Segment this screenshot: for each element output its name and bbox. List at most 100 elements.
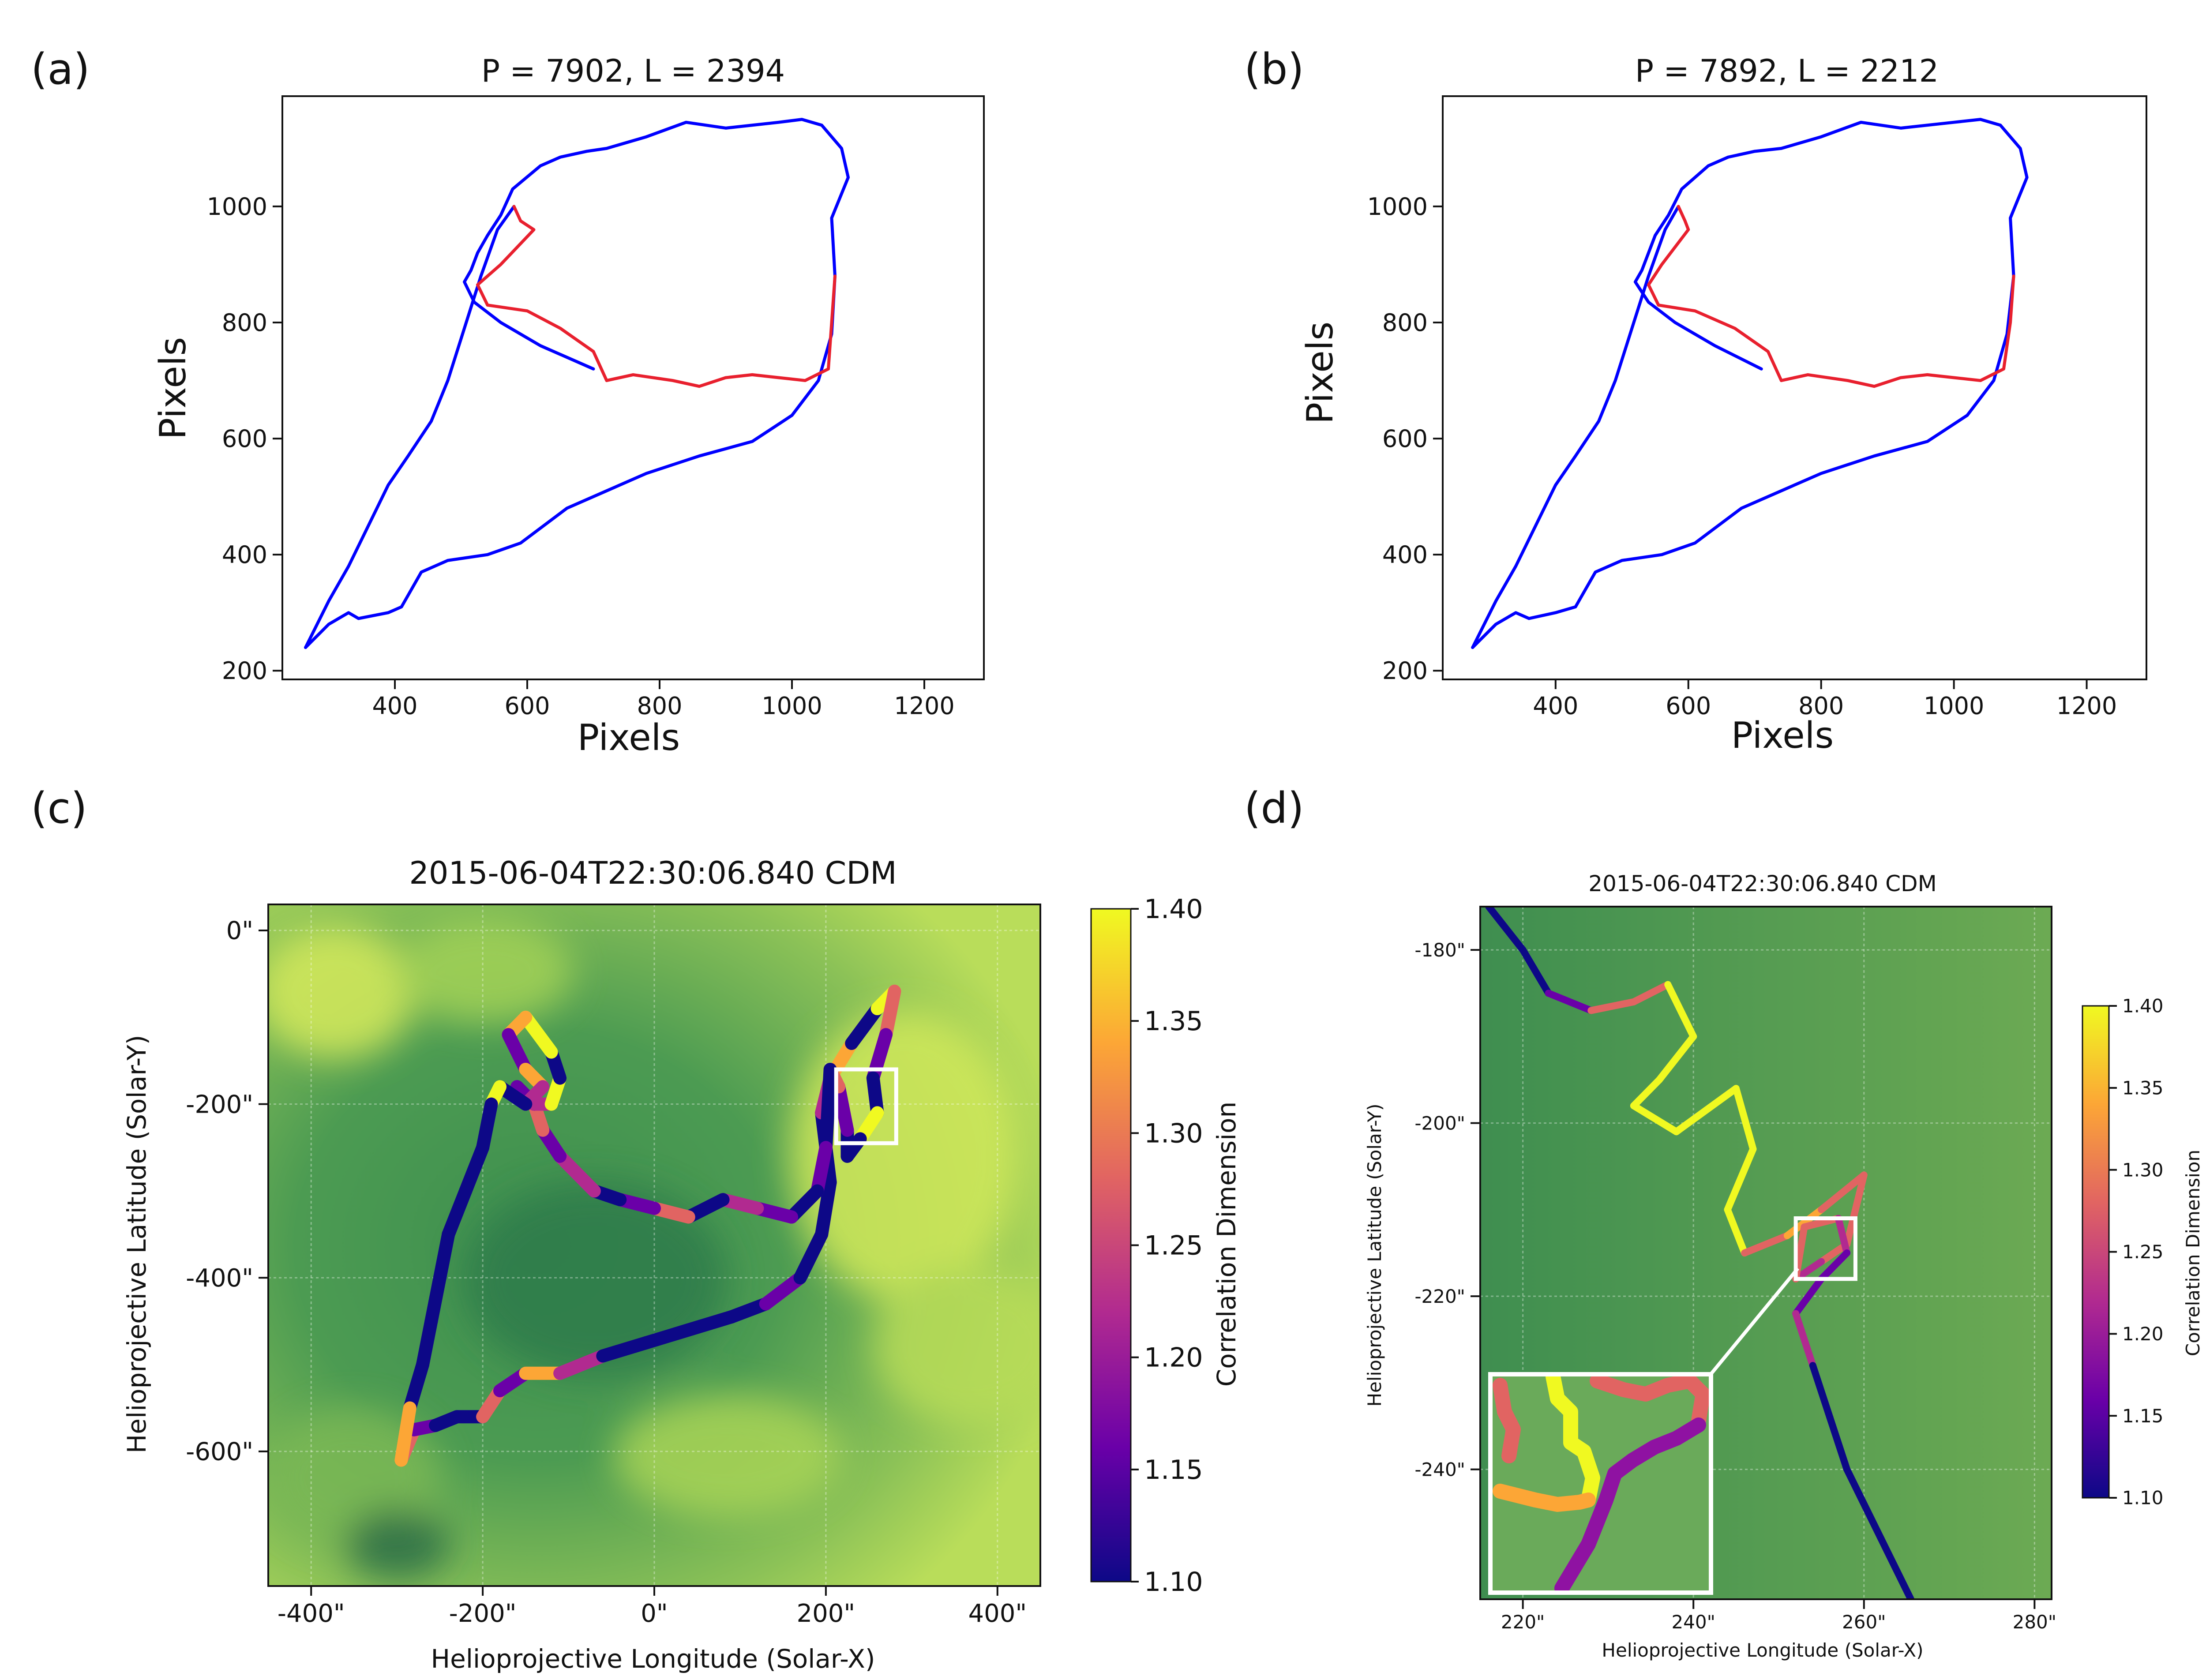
panel-d-contour-segment — [1724, 1206, 1748, 1256]
panel-d-image — [1480, 907, 2052, 1599]
panel-c-colorbar — [1090, 908, 1132, 1582]
panel-c-contour-segment — [424, 1271, 446, 1328]
panel-a-series-0 — [304, 118, 850, 649]
panel-c-ytick-label: 0" — [226, 917, 253, 945]
panel-d-ticks: 220" 240" 260" 280" -180" -200" -220" -240" — [1414, 939, 2056, 1633]
panel-label-a: (a) — [31, 45, 90, 94]
panel-d-colorbar-tick-label: 1.40 — [2122, 995, 2164, 1017]
panel-d-ytick-label: -220" — [1414, 1286, 1465, 1307]
panel-c-contour-segment — [639, 1323, 695, 1350]
panel-b-xtick-label: 1200 — [2056, 692, 2117, 720]
panel-d-highlight-box — [1793, 1216, 1857, 1281]
panel-c-ytick-label: -200" — [186, 1090, 253, 1119]
panel-d-contour-segment — [1809, 1362, 1834, 1421]
panel-a-ticks: 400 600 800 1000 1200 200 400 600 800 1000 — [207, 193, 955, 720]
panel-b-ytick-label: 200 — [1382, 657, 1428, 685]
panel-b-series-0 — [1471, 118, 2029, 649]
panel-b-series — [1471, 118, 2029, 649]
panel-c-contour-segment — [403, 1358, 429, 1415]
panel-d-colorbar-label: Correlation Dimension — [2182, 1150, 2204, 1356]
panel-d-contour-segment — [1630, 1076, 1663, 1110]
panel-c-ytick-label: -600" — [186, 1438, 253, 1466]
panel-d-contour-segment — [1826, 1414, 1851, 1473]
panel-d-colorbar-tick-label: 1.30 — [2122, 1159, 2164, 1181]
panel-c-ticks: -400" -200" 0" 200" 400" 0" -200" -400" -600" — [186, 917, 1027, 1628]
panel-d-colorbar-tick-label: 1.35 — [2122, 1077, 2164, 1099]
panel-c-contour — [394, 984, 901, 1467]
panel-c-contour-segment — [682, 1310, 738, 1337]
panel-a-xtick-label: 1000 — [762, 692, 822, 720]
panel-c-contour-segment — [553, 1349, 610, 1380]
panel-d-colorbar-tick-label: 1.25 — [2122, 1241, 2164, 1263]
panel-b-series-1 — [1471, 205, 1680, 649]
panel-c-contour-segment — [845, 1002, 884, 1050]
panel-d-contour-segment — [1485, 907, 1527, 954]
panel-d-frame — [1479, 906, 2052, 1600]
panel-d-title: 2015-06-04T22:30:06.840 CDM — [1588, 871, 1936, 896]
panel-a-ytick-label: 600 — [222, 425, 267, 453]
panel-a-series — [304, 118, 850, 649]
panel-b: P = 7892, L = 2212 400 600 800 1000 12002004… — [1299, 53, 2147, 757]
panel-d-contour-segment — [1835, 1215, 1851, 1256]
panel-d-zoom-connector — [1708, 1267, 1800, 1377]
panel-d-contour-segment — [1818, 1171, 1868, 1213]
panel-b-ticks: 400 600 800 1000 1200 200 400 600 800 1000 — [1367, 193, 2117, 720]
panel-d-contour-segment — [1792, 1275, 1825, 1317]
panel-c-colorbar-tick-label: 1.35 — [1144, 1006, 1203, 1037]
panel-d-contour-segment — [1664, 981, 1697, 1040]
panel-d-ytick-label: -180" — [1414, 939, 1465, 961]
panel-c-contour-segment — [433, 1227, 455, 1285]
panel-d-contour-segment — [1673, 1085, 1740, 1136]
panel-a-xlabel: Pixels — [578, 717, 680, 759]
panel-c-title: 2015-06-04T22:30:06.840 CDM — [409, 855, 897, 891]
panel-d-colorbar-ticks: 1.40 1.35 1.30 1.25 1.20 1.15 1.10 — [2109, 995, 2164, 1509]
panel-c-colorbar-label: Correlation Dimension — [1212, 1102, 1242, 1387]
panel-c-contour-segment — [596, 1336, 653, 1363]
panel-b-series-2 — [1647, 205, 2015, 388]
panel-a-frame — [281, 95, 985, 680]
panel-a-ylabel: Pixels — [152, 337, 194, 439]
panel-c-xtick-label: 200" — [797, 1599, 855, 1628]
panel-d-contour-segment — [1724, 1145, 1757, 1213]
panel-c-xtick-label: 400" — [968, 1599, 1027, 1628]
panel-d-xtick-label: 220" — [1501, 1611, 1545, 1633]
panel-d-contour-segment — [1519, 946, 1552, 997]
panel-c-highlight-box — [834, 1067, 898, 1145]
panel-c-colorbar-tick-label: 1.40 — [1144, 894, 1203, 925]
panel-d-xtick-label: 240" — [1671, 1611, 1715, 1633]
panel-d-contour-segment — [1792, 1310, 1816, 1369]
panel-c-image — [268, 904, 1040, 1586]
panel-b-xtick-label: 1000 — [1924, 692, 1984, 720]
panel-d-ylabel: Helioprojective Latitude (Solar-Y) — [1364, 1103, 1385, 1406]
panel-a-xtick-label: 600 — [504, 692, 550, 720]
panel-c-colorbar-tick-label: 1.20 — [1144, 1342, 1203, 1373]
panel-c-contour-segment — [442, 1184, 473, 1241]
panel-d-magnified-inset — [1488, 1372, 1713, 1595]
panel-d-ytick-label: -200" — [1414, 1112, 1465, 1134]
panel-b-ytick-label: 1000 — [1367, 193, 1428, 221]
panel-a-series-1 — [304, 205, 516, 649]
panel-d-contour-segment — [1792, 1258, 1825, 1282]
panel-d-colorbar-tick-label: 1.10 — [2122, 1487, 2164, 1509]
panel-c-colorbar-ticks: 1.40 1.35 1.30 1.25 1.20 1.15 1.10 — [1131, 894, 1203, 1598]
panel-c-xtick-label: -400" — [278, 1599, 345, 1628]
panel-d-ytick-label: -240" — [1414, 1459, 1465, 1480]
panel-label-c: (c) — [31, 784, 87, 833]
panel-c-contour-segment — [553, 1149, 601, 1198]
panel-c-contour-segment — [879, 984, 901, 1042]
panel-a-ytick-label: 200 — [222, 657, 267, 685]
panel-c-contour-segment — [793, 1227, 829, 1285]
panel-d-contour-segment — [1877, 1535, 1915, 1599]
panel-label-d: (d) — [1244, 784, 1304, 833]
panel-d-contour-segment — [1783, 1206, 1825, 1239]
panel-c-colorbar-tick-label: 1.10 — [1144, 1567, 1203, 1598]
panel-c-ylabel: Helioprojective Latitude (Solar-Y) — [122, 1035, 152, 1454]
panel-c-contour-segment — [394, 1401, 416, 1467]
panel-a-title: P = 7902, L = 2394 — [481, 53, 785, 89]
panel-d-colorbar — [2082, 1005, 2110, 1499]
panel-d-contour-segment — [1843, 1171, 1868, 1248]
panel-b-ylabel: Pixels — [1299, 322, 1341, 424]
panel-d-xlabel: Helioprojective Longitude (Solar-X) — [1602, 1639, 1923, 1661]
panel-a-ytick-label: 800 — [222, 309, 267, 337]
